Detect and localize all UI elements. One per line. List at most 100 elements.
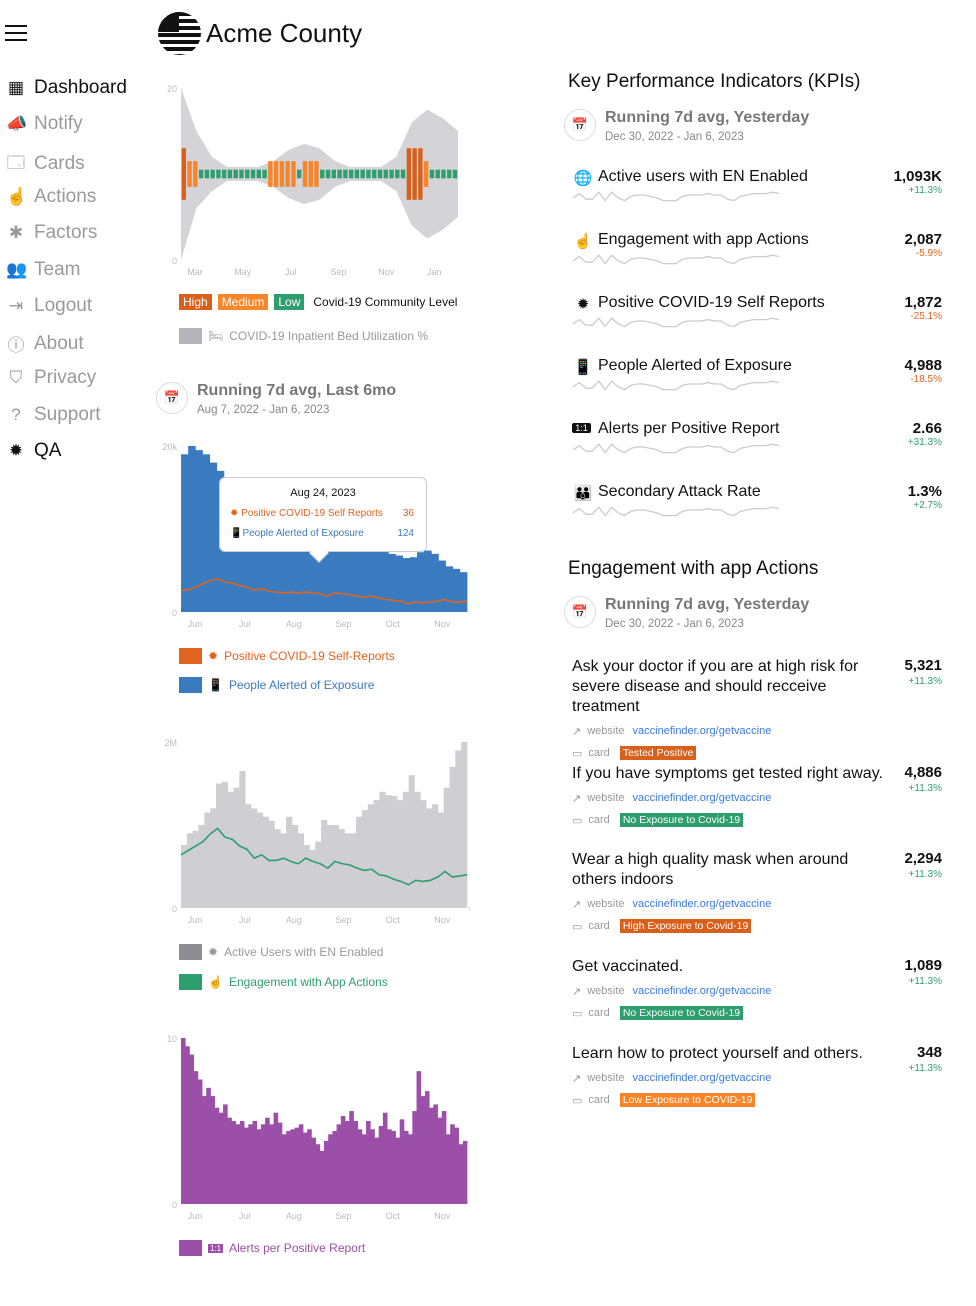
kpi-running-header: 📅 Running 7d avg, Yesterday Dec 30, 2022 … — [564, 109, 809, 143]
sidebar-item-label: Notify — [34, 113, 83, 135]
x-tick-label: Sep — [330, 267, 346, 277]
series-bar — [449, 766, 456, 908]
sidebar-item-logout[interactable]: ⇥ Logout — [6, 295, 92, 317]
action-item: Learn how to protect yourself and others… — [572, 1044, 942, 1107]
website-link[interactable]: vaccinefinder.org/getvaccine — [632, 792, 772, 804]
kpi-value: 1,872 — [904, 294, 942, 311]
series-bar — [195, 450, 203, 612]
x-tick-label: Nov — [434, 915, 451, 925]
series-bar — [370, 1129, 375, 1204]
legend-self-reports: ✹ Positive COVID-19 Self-Reports — [179, 648, 395, 664]
x-tick-label: Oct — [386, 619, 401, 629]
legend-title: Covid-19 Community Level — [313, 295, 458, 309]
card-tag[interactable]: Tested Positive — [619, 746, 697, 760]
kpi-value: 1,093K — [893, 168, 942, 185]
level-bar-low — [383, 169, 388, 179]
x-tick-label: Jul — [239, 1211, 251, 1221]
kpi-heading: Key Performance Indicators (KPIs) — [568, 71, 861, 92]
series-bar — [302, 1132, 308, 1204]
kpi-change: +11.3% — [908, 185, 942, 196]
sidebar-item-team[interactable]: 👥 Team — [6, 259, 80, 281]
level-bar-low — [320, 169, 325, 179]
level-bar-low — [216, 169, 221, 179]
cards-icon: 🗔 — [6, 152, 26, 172]
series-bar — [307, 1129, 312, 1204]
sidebar-item-label: Dashboard — [34, 77, 127, 98]
menu-button[interactable] — [5, 25, 27, 41]
sidebar-item-label: Support — [34, 403, 101, 425]
website-link[interactable]: vaccinefinder.org/getvaccine — [632, 725, 772, 737]
level-bar-high — [181, 148, 186, 200]
y-tick-label: 0 — [172, 608, 177, 618]
sidebar-item-cards[interactable]: 🗔 Cards — [6, 150, 85, 179]
series-bar — [399, 1119, 405, 1204]
series-bar — [268, 820, 275, 908]
virus-icon: ✹ — [576, 296, 590, 313]
kpi-row[interactable]: ☝ Engagement with app Actions 2,087 -5.9… — [572, 231, 942, 291]
series-bar — [309, 849, 316, 908]
sidebar-item-notify[interactable]: 📣 Notify — [6, 113, 83, 135]
kpi-row[interactable]: 🌐 Active users with EN Enabled 1,093K +1… — [572, 168, 942, 228]
sidebar-item-dashboard[interactable]: ▦ Dashboard — [6, 77, 127, 99]
series-bar — [437, 1117, 443, 1204]
card-tag[interactable]: No Exposure to Covid-19 — [619, 813, 744, 827]
sidebar-item-support[interactable]: ? Support — [6, 403, 101, 426]
action-item: Wear a high quality mask when around oth… — [572, 850, 942, 933]
x-tick-label: Jan — [427, 267, 442, 277]
phone-alert-icon: 📱 — [230, 528, 243, 539]
calendar-icon[interactable]: 📅 — [564, 596, 596, 628]
series-bar — [373, 800, 380, 908]
x-tick-label: Jul — [239, 619, 251, 629]
website-link[interactable]: vaccinefinder.org/getvaccine — [632, 1072, 772, 1084]
series-bar — [412, 1111, 417, 1204]
sidebar-item-label: Cards — [34, 153, 85, 175]
website-link[interactable]: vaccinefinder.org/getvaccine — [632, 985, 772, 997]
external-link-icon: ↗ — [572, 1072, 582, 1085]
legend-medium: Medium — [217, 294, 269, 310]
series-bar — [374, 545, 382, 612]
kpi-row[interactable]: 📱 People Alerted of Exposure 4,988 -18.5… — [572, 357, 942, 417]
x-tick-label: Aug — [286, 915, 302, 925]
level-bar-high — [412, 148, 417, 200]
series-bar — [424, 1091, 430, 1204]
x-tick-label: May — [234, 267, 252, 277]
sidebar-item-about[interactable]: ⓘ About — [6, 331, 84, 356]
level-bar-high — [406, 148, 412, 200]
kpi-row[interactable]: ✹ Positive COVID-19 Self Reports 1,872 -… — [572, 294, 942, 354]
kpi-label: Alerts per Positive Report — [598, 420, 780, 437]
card-tag[interactable]: Low Exposure to COVID-19 — [619, 1093, 756, 1107]
kpi-row[interactable]: 1:1 Alerts per Positive Report 2.66 +31.… — [572, 420, 942, 480]
sidebar-item-qa[interactable]: ✹ QA — [6, 440, 62, 462]
series-bar — [202, 1096, 207, 1204]
series-bar — [197, 1079, 203, 1204]
series-bar — [332, 825, 339, 908]
x-tick-label: Jul — [239, 915, 251, 925]
action-value: 1,089 — [904, 957, 942, 974]
card-tag[interactable]: High Exposure to Covid-19 — [619, 919, 752, 933]
series-bar — [416, 1071, 422, 1204]
sidebar-item-actions[interactable]: ☝ Actions — [6, 186, 96, 208]
series-bar — [409, 557, 418, 612]
calendar-icon[interactable]: 📅 — [564, 109, 596, 141]
series-bar — [202, 454, 210, 612]
series-bar — [331, 549, 339, 612]
sidebar-item-privacy[interactable]: ⛉ Privacy — [6, 367, 97, 389]
x-tick-label: Sep — [335, 915, 351, 925]
level-bar-low — [429, 169, 435, 179]
level-bar-low — [210, 169, 215, 179]
kpi-row[interactable]: 👪 Secondary Attack Rate 1.3% +2.7% — [572, 483, 942, 543]
sidebar-item-factors[interactable]: ✱ Factors — [6, 222, 97, 244]
calendar-icon[interactable]: 📅 — [156, 382, 188, 414]
card-tag[interactable]: No Exposure to Covid-19 — [619, 1006, 744, 1020]
level-bar-medium — [268, 161, 273, 187]
action-value: 2,294 — [904, 850, 942, 867]
kpi-value: 4,988 — [904, 357, 942, 374]
series-bar — [273, 1112, 279, 1204]
series-bar — [198, 825, 205, 908]
series-bar — [188, 446, 196, 612]
series-bar — [244, 1127, 249, 1204]
website-link[interactable]: vaccinefinder.org/getvaccine — [632, 898, 772, 910]
series-bar — [459, 572, 468, 612]
series-bar — [316, 545, 325, 612]
sidebar-item-label: Factors — [34, 222, 98, 244]
